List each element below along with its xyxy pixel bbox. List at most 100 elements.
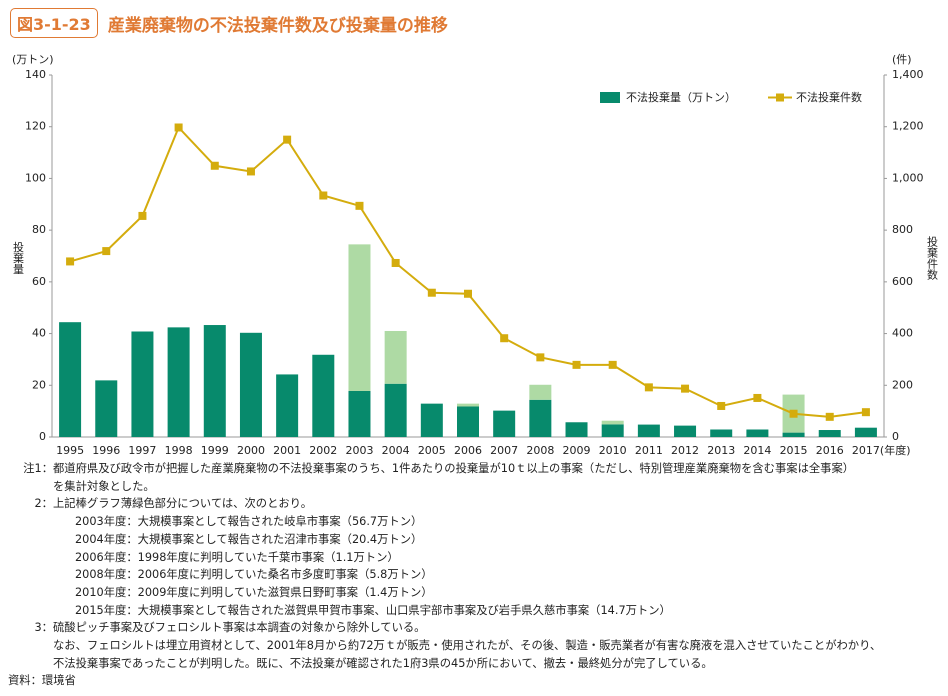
x-tick-label: 2003 [345,444,373,457]
marker [753,393,762,402]
bar-segment [384,330,407,384]
y-tick-label: 120 [25,120,46,133]
figure-badge: 図3-1-23 [10,8,98,38]
bar-segment [203,325,226,437]
bar-segment [420,403,443,437]
marker [681,384,690,393]
marker [246,167,255,176]
y2-axis-label: 投棄件数 [926,235,939,281]
bar-segment [59,322,82,437]
note-item: 2010年度：2009年度に判明していた滋賀県日野町事案（1.4万トン） [75,585,433,599]
x-tick-label: 1999 [201,444,229,457]
marker [500,334,509,343]
note-line: 不法投棄事案であったことが判明した。既に、不法投棄が確認された1府3県の45か所… [53,656,713,670]
note-line: 硫酸ピッチ事案及びフェロシルト事案は本調査の対象から除外している。 [53,621,426,635]
x-tick-label: 2004 [382,444,410,457]
bar-segment [348,244,371,391]
marker [464,289,472,298]
bar-segment [529,384,552,400]
marker [174,123,183,132]
x-tick-label: 2013 [707,444,735,457]
x-tick-label: 2008 [526,444,554,457]
bar-segment [348,390,371,437]
y-tick-label: 0 [39,430,46,443]
x-tick-label: 1995 [56,444,84,457]
marker [861,408,870,417]
legend-label: 不法投棄量（万トン） [626,90,736,104]
x-tick-label: 2017 [852,444,880,457]
bar-segment [818,430,841,437]
marker [138,211,147,220]
note-line: 上記棒グラフ薄緑色部分については、次のとおり。 [53,497,313,511]
x-tick-label: 2009 [563,444,591,457]
bar-segment [565,422,588,437]
bar-segment [167,327,190,437]
note-body: 硫酸ピッチ事案及びフェロシルト事案は本調査の対象から除外している。なお、フェロシ… [53,619,881,672]
note-line: なお、フェロシルトは埋立用資材として、2001年8月から約72万ｔが販売・使用さ… [53,639,882,653]
bar-segment [457,403,479,407]
bar-segment [493,410,516,437]
marker [102,247,111,256]
x-tick-label: 2006 [454,444,482,457]
y2-tick-label: 600 [892,275,913,288]
note: 2： 上記棒グラフ薄緑色部分については、次のとおり。 2003年度：大規模事案として… [8,495,943,619]
x-tick-label: 2005 [418,444,446,457]
marker [789,409,798,418]
x-tick-label: 2012 [671,444,699,457]
bar-segment [239,332,262,437]
y-tick-label: 40 [32,327,46,340]
x-tick-label: 2016 [816,444,844,457]
x-tick-label: 2010 [599,444,627,457]
x-tick-label: 2002 [309,444,337,457]
note-item: 2004年度：大規模事案として報告された沼津市事案（20.4万トン） [75,532,423,546]
bar-segment [710,429,733,437]
x-tick-label: 1997 [128,444,156,457]
note-line: を集計対象とした。 [53,479,155,493]
y-tick-label: 100 [25,171,46,184]
marker [355,201,364,210]
marker [427,288,436,297]
legend-swatch [600,92,620,103]
y-tick-label: 60 [32,275,46,288]
y-tick-label: 20 [32,378,46,391]
bar-segment [312,354,335,437]
note-marker: 2： [34,497,54,511]
x-tick-label: 2007 [490,444,518,457]
marker [717,401,726,410]
bar-segment [529,399,552,437]
y-axis-label: 投棄量 [12,240,25,274]
notes: 注1： 都道府県及び政令市が把握した産業廃棄物の不法投棄事案のうち、1件あたりの投… [8,460,943,690]
bar-segment [782,432,805,437]
marker [210,161,219,170]
header: 図3-1-23 産業廃棄物の不法投棄件数及び投棄量の推移 [10,8,448,38]
y2-tick-label: 800 [892,223,913,236]
note-marker: 注1： [23,462,53,475]
x-tick-label: 1998 [165,444,193,457]
bar-segment [746,429,769,437]
y-tick-label: 140 [25,68,46,81]
marker [319,191,328,200]
y2-unit: (件) [892,53,912,66]
marker [536,353,545,362]
marker [283,135,292,144]
bar-segment [637,424,660,437]
x-tick-label: 2000 [237,444,265,457]
note-item: 2003年度：大規模事案として報告された岐阜市事案（56.7万トン） [75,515,423,529]
y2-tick-label: 400 [892,327,913,340]
note-marker: 3： [34,621,54,635]
y2-tick-label: 0 [892,430,899,443]
x-tick-label: 2015 [780,444,808,457]
marker [608,360,617,369]
bar-segment [601,420,624,425]
note-item: 2006年度：1998年度に判明していた千葉市事案（1.1万トン） [75,550,399,564]
note-line: 都道府県及び政令市が把握した産業廃棄物の不法投棄事案のうち、1件あたりの投棄量が… [53,462,855,475]
marker [825,412,834,421]
title: 産業廃棄物の不法投棄件数及び投棄量の推移 [107,15,448,36]
bar-segment [95,380,118,437]
bar-segment [276,374,299,437]
bar-segment [601,424,624,437]
note-body: 上記棒グラフ薄緑色部分については、次のとおり。 2003年度：大規模事案として報告… [53,495,671,619]
bar-segment [457,406,479,437]
x-tick-label: 2014 [743,444,771,457]
